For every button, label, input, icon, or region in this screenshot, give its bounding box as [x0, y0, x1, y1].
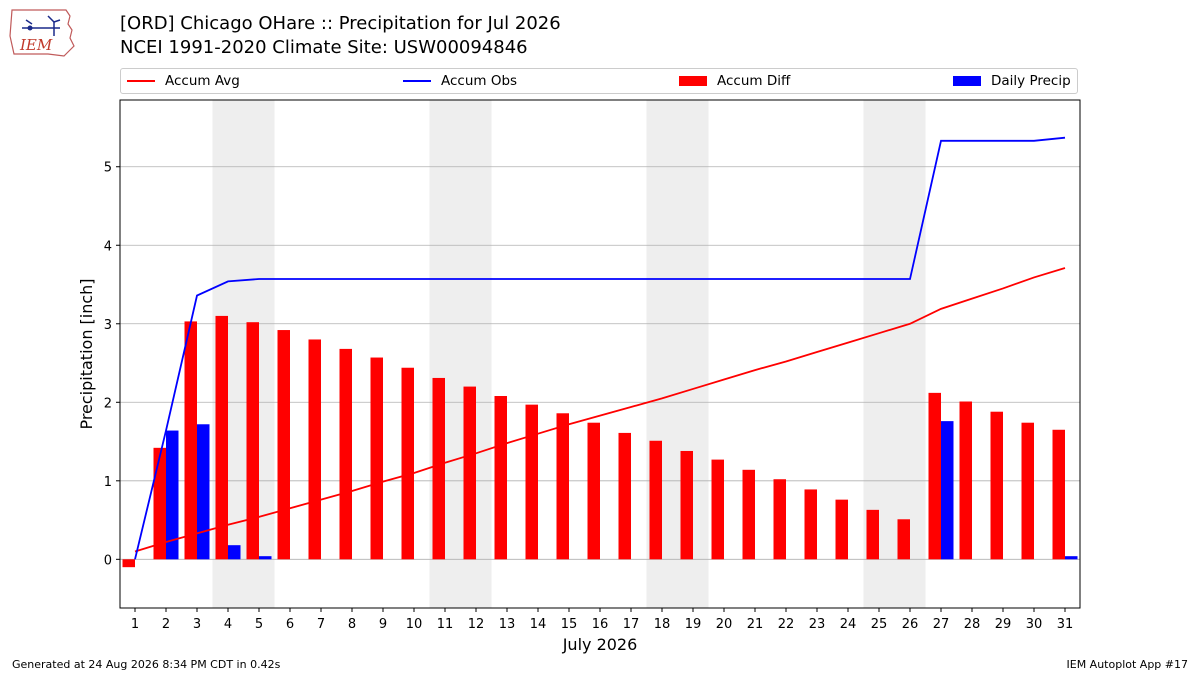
diff-bar-day-1 — [122, 559, 135, 568]
tick-label-x-20: 20 — [716, 617, 733, 632]
tick-label-x-13: 13 — [499, 617, 516, 632]
tick-label-x-31: 31 — [1057, 617, 1074, 632]
tick-label-x-27: 27 — [933, 617, 950, 632]
tick-label-x-15: 15 — [561, 617, 578, 632]
legend-swatch-accum-avg — [127, 80, 155, 82]
tick-label-x-1: 1 — [131, 617, 139, 632]
legend: Accum Avg Accum Obs Accum Diff Daily Pre… — [120, 68, 1078, 94]
tick-label-x-24: 24 — [840, 617, 857, 632]
tick-label-x-26: 26 — [902, 617, 919, 632]
diff-bar-day-16 — [587, 422, 600, 560]
legend-item-daily-precip: Daily Precip — [953, 69, 1071, 93]
diff-bar-day-24 — [835, 499, 848, 560]
daily-bar-day-4 — [228, 545, 241, 560]
chart-title: [ORD] Chicago OHare :: Precipitation for… — [120, 12, 561, 60]
tick-label-x-14: 14 — [530, 617, 547, 632]
daily-bar-day-27 — [941, 421, 954, 560]
tick-label-x-6: 6 — [286, 617, 294, 632]
diff-bar-day-15 — [556, 413, 569, 560]
diff-bar-day-12 — [463, 386, 476, 560]
legend-item-accum-avg: Accum Avg — [127, 69, 240, 93]
diff-bar-day-28 — [959, 401, 972, 560]
diff-bar-day-6 — [277, 330, 290, 560]
legend-item-accum-obs: Accum Obs — [403, 69, 517, 93]
diff-bar-day-29 — [990, 411, 1003, 560]
y-axis-label: Precipitation [inch] — [77, 278, 96, 429]
title-line-1: [ORD] Chicago OHare :: Precipitation for… — [120, 13, 561, 34]
tick-label-x-2: 2 — [162, 617, 170, 632]
tick-label-x-9: 9 — [379, 617, 387, 632]
tick-label-x-29: 29 — [995, 617, 1012, 632]
tick-label-x-30: 30 — [1026, 617, 1043, 632]
line-accum-obs — [134, 136, 1066, 560]
legend-item-accum-diff: Accum Diff — [679, 69, 790, 93]
tick-label-y-3: 3 — [104, 318, 112, 333]
tick-label-x-7: 7 — [317, 617, 325, 632]
diff-bar-day-11 — [432, 377, 445, 560]
legend-label-accum-diff: Accum Diff — [717, 73, 791, 89]
tick-label-y-0: 0 — [104, 553, 112, 568]
daily-bar-day-5 — [259, 556, 272, 560]
diff-bar-day-10 — [401, 367, 414, 560]
diff-bar-day-18 — [649, 440, 662, 560]
tick-label-x-12: 12 — [468, 617, 485, 632]
tick-label-y-1: 1 — [104, 475, 112, 490]
diff-bar-day-3 — [184, 321, 197, 560]
diff-bar-day-20 — [711, 459, 724, 560]
tick-label-x-5: 5 — [255, 617, 263, 632]
diff-bar-day-30 — [1021, 422, 1034, 560]
tick-label-x-3: 3 — [193, 617, 201, 632]
legend-swatch-accum-diff — [679, 76, 707, 86]
tick-label-x-25: 25 — [871, 617, 888, 632]
diff-bar-day-8 — [339, 348, 352, 560]
tick-label-y-4: 4 — [104, 239, 112, 254]
title-line-2: NCEI 1991-2020 Climate Site: USW00094846 — [120, 37, 528, 58]
tick-label-x-19: 19 — [685, 617, 702, 632]
diff-bar-day-5 — [246, 322, 259, 560]
tick-label-x-10: 10 — [406, 617, 423, 632]
diff-bar-day-13 — [494, 396, 507, 560]
tick-label-x-11: 11 — [437, 617, 454, 632]
tick-label-x-21: 21 — [747, 617, 764, 632]
svg-text:IEM: IEM — [19, 36, 53, 54]
diff-bar-day-23 — [804, 489, 817, 560]
tick-label-y-2: 2 — [104, 396, 112, 411]
tick-label-x-28: 28 — [964, 617, 981, 632]
iem-logo: IEM — [9, 9, 75, 57]
daily-bar-day-31 — [1065, 556, 1078, 560]
tick-label-x-22: 22 — [778, 617, 795, 632]
diff-bar-day-4 — [215, 315, 228, 560]
line-accum-avg — [134, 267, 1066, 553]
legend-label-accum-obs: Accum Obs — [441, 73, 518, 89]
daily-bar-day-3 — [197, 424, 210, 560]
diff-bar-day-27 — [928, 392, 941, 560]
legend-swatch-daily-precip — [953, 76, 981, 86]
footer-app: IEM Autoplot App #17 — [1066, 658, 1189, 671]
tick-label-x-8: 8 — [348, 617, 356, 632]
diff-bar-day-7 — [308, 339, 321, 560]
diff-bar-day-2 — [153, 447, 166, 560]
footer-generated: Generated at 24 Aug 2026 8:34 PM CDT in … — [12, 658, 281, 671]
tick-label-x-17: 17 — [623, 617, 640, 632]
diff-bar-day-22 — [773, 479, 786, 560]
diff-bar-day-25 — [866, 509, 879, 560]
tick-label-x-23: 23 — [809, 617, 826, 632]
diff-bar-day-21 — [742, 469, 755, 560]
tick-label-x-4: 4 — [224, 617, 232, 632]
diff-bar-day-31 — [1052, 429, 1065, 560]
diff-bar-day-26 — [897, 519, 910, 560]
diff-bar-day-9 — [370, 357, 383, 560]
legend-swatch-accum-obs — [403, 80, 431, 82]
diff-bar-day-19 — [680, 450, 693, 560]
x-axis-label: July 2026 — [562, 635, 638, 654]
diff-bar-day-14 — [525, 404, 538, 560]
tick-label-x-18: 18 — [654, 617, 671, 632]
tick-label-y-5: 5 — [104, 161, 112, 176]
legend-label-accum-avg: Accum Avg — [165, 73, 240, 89]
tick-label-x-16: 16 — [592, 617, 609, 632]
daily-bar-day-2 — [166, 430, 179, 560]
diff-bar-day-17 — [618, 432, 631, 560]
legend-label-daily-precip: Daily Precip — [991, 73, 1071, 89]
